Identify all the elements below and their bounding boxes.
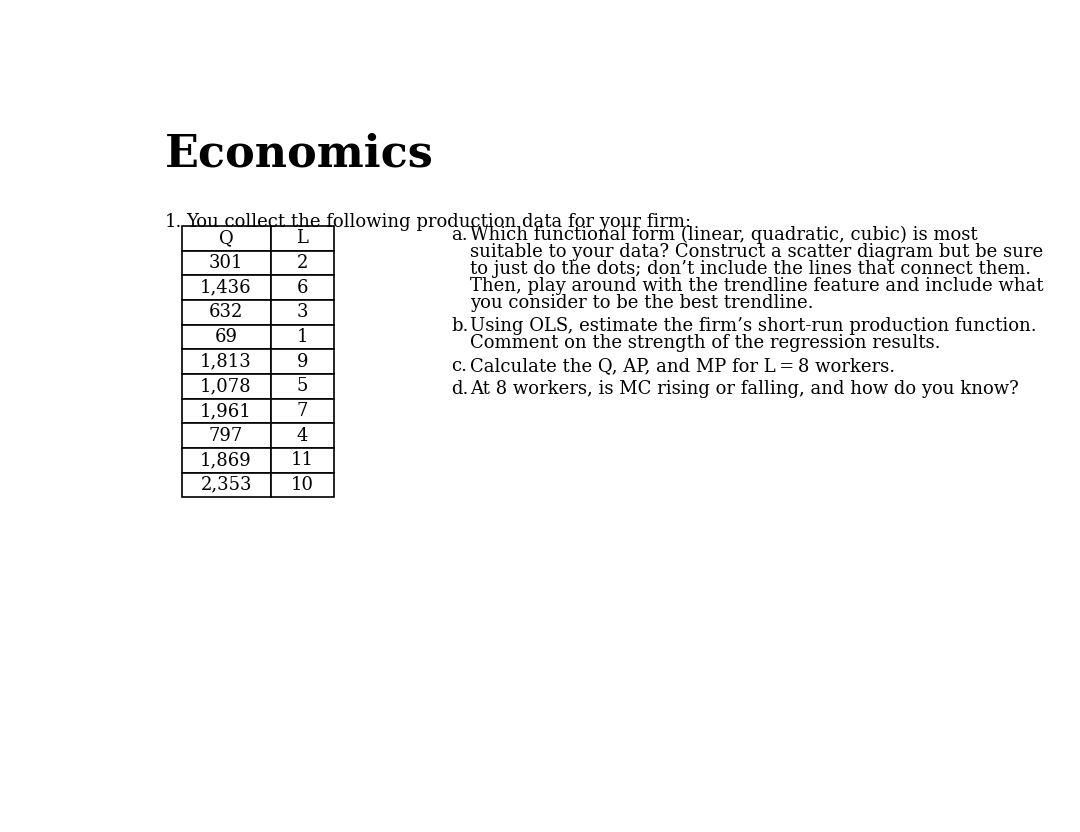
Text: 2,353: 2,353 xyxy=(200,476,252,494)
Bar xyxy=(181,300,271,324)
Text: 9: 9 xyxy=(297,353,308,370)
Text: to just do the dots; don’t include the lines that connect them.: to just do the dots; don’t include the l… xyxy=(470,260,1031,278)
Bar xyxy=(271,423,334,448)
Text: suitable to your data? Construct a scatter diagram but be sure: suitable to your data? Construct a scatt… xyxy=(470,243,1043,261)
Bar xyxy=(181,374,271,399)
Text: a.: a. xyxy=(451,226,468,244)
Bar xyxy=(181,473,271,498)
Bar xyxy=(271,349,334,374)
Text: 1,436: 1,436 xyxy=(200,279,252,297)
Bar xyxy=(181,349,271,374)
Text: L: L xyxy=(297,230,308,247)
Text: 5: 5 xyxy=(297,377,308,395)
Text: 69: 69 xyxy=(215,328,238,346)
Text: d.: d. xyxy=(451,380,469,399)
Text: 1,961: 1,961 xyxy=(200,402,252,420)
Text: Calculate the Q, AP, and MP for L = 8 workers.: Calculate the Q, AP, and MP for L = 8 wo… xyxy=(470,357,895,375)
Bar xyxy=(181,226,271,250)
Text: Using OLS, estimate the firm’s short-run production function.: Using OLS, estimate the firm’s short-run… xyxy=(470,317,1037,335)
Text: 1,078: 1,078 xyxy=(200,377,252,395)
Text: Economics: Economics xyxy=(164,132,433,176)
Bar xyxy=(271,324,334,349)
Bar xyxy=(181,250,271,275)
Text: 10: 10 xyxy=(291,476,314,494)
Bar xyxy=(181,448,271,473)
Text: c.: c. xyxy=(451,357,468,375)
Text: You collect the following production data for your firm:: You collect the following production dat… xyxy=(186,213,691,231)
Bar xyxy=(271,275,334,300)
Text: 797: 797 xyxy=(208,427,243,444)
Bar xyxy=(271,250,334,275)
Text: b.: b. xyxy=(451,317,469,335)
Text: Comment on the strength of the regression results.: Comment on the strength of the regressio… xyxy=(470,334,941,352)
Text: 1: 1 xyxy=(297,328,308,346)
Bar xyxy=(181,423,271,448)
Text: 11: 11 xyxy=(291,451,314,469)
Text: 6: 6 xyxy=(297,279,308,297)
Text: At 8 workers, is MC rising or falling, and how do you know?: At 8 workers, is MC rising or falling, a… xyxy=(470,380,1018,399)
Bar xyxy=(271,448,334,473)
Text: Then, play around with the trendline feature and include what: Then, play around with the trendline fea… xyxy=(470,277,1043,295)
Text: 7: 7 xyxy=(297,402,308,420)
Text: Which functional form (linear, quadratic, cubic) is most: Which functional form (linear, quadratic… xyxy=(470,226,977,245)
Text: you consider to be the best trendline.: you consider to be the best trendline. xyxy=(470,294,813,312)
Text: 1,813: 1,813 xyxy=(200,353,252,370)
Bar xyxy=(181,399,271,423)
Text: 3: 3 xyxy=(297,304,308,321)
Text: 301: 301 xyxy=(208,254,243,272)
Bar xyxy=(271,226,334,250)
Text: 632: 632 xyxy=(208,304,243,321)
Bar xyxy=(271,399,334,423)
Text: 2: 2 xyxy=(297,254,308,272)
Bar xyxy=(271,300,334,324)
Text: Q: Q xyxy=(218,230,233,247)
Bar xyxy=(181,324,271,349)
Text: 1.: 1. xyxy=(164,213,181,231)
Bar xyxy=(181,275,271,300)
Text: 4: 4 xyxy=(297,427,308,444)
Bar xyxy=(271,473,334,498)
Bar xyxy=(271,374,334,399)
Text: 1,869: 1,869 xyxy=(200,451,252,469)
